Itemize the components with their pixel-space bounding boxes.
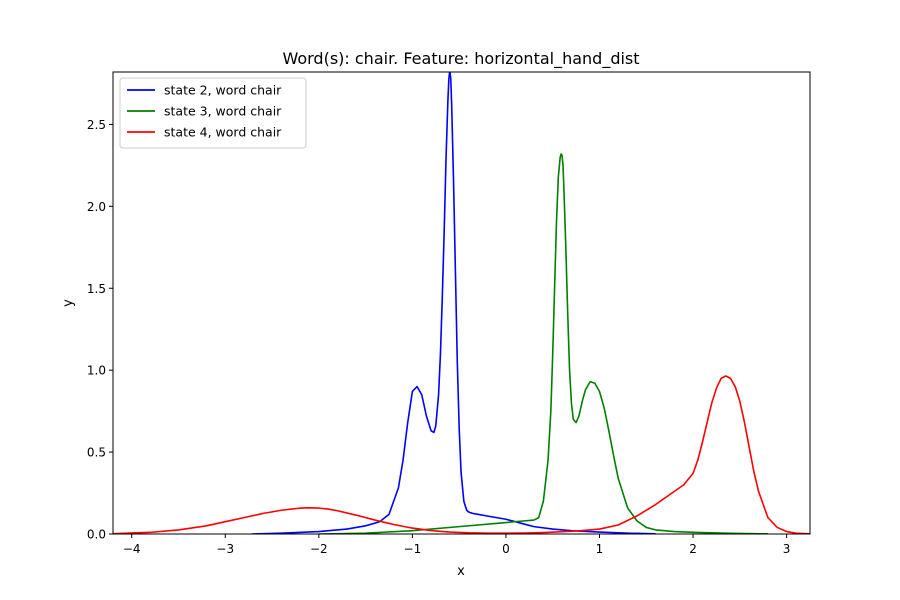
x-tick-label: 0 [502,542,510,556]
x-tick-label: 1 [596,542,604,556]
y-tick-label: 1.5 [87,282,106,296]
y-tick-label: 0.5 [87,446,106,460]
x-axis: −4 −3 −2 −1 0 1 2 3 [123,534,791,556]
y-axis: 0.0 0.5 1.0 1.5 2.0 2.5 [87,118,113,542]
legend-label-2: state 3, word chair [164,104,282,119]
y-axis-label: y [61,299,76,307]
legend: state 2, word chair state 3, word chair st… [119,77,307,149]
x-tick-label: −4 [123,542,141,556]
x-tick-label: −1 [404,542,422,556]
series-line-1 [251,72,656,534]
series-line-2 [318,153,768,534]
series-line-3 [113,375,810,534]
x-axis-label: x [457,564,465,579]
plot-frame [112,71,811,535]
legend-label-3: state 4, word chair [164,125,282,140]
x-tick-label: 3 [783,542,791,556]
series-layer [113,72,810,534]
y-tick-label: 2.5 [87,118,106,132]
x-tick-label: −3 [216,542,234,556]
x-tick-label: 2 [689,542,697,556]
x-tick-label: −2 [310,542,328,556]
legend-box [119,77,307,149]
y-tick-label: 0.0 [87,528,106,542]
y-tick-label: 1.0 [87,364,106,378]
chart-title: Word(s): chair. Feature: horizontal_hand… [282,49,639,69]
plot-area [113,72,810,534]
y-tick-label: 2.0 [87,200,106,214]
legend-label-1: state 2, word chair [164,83,282,98]
